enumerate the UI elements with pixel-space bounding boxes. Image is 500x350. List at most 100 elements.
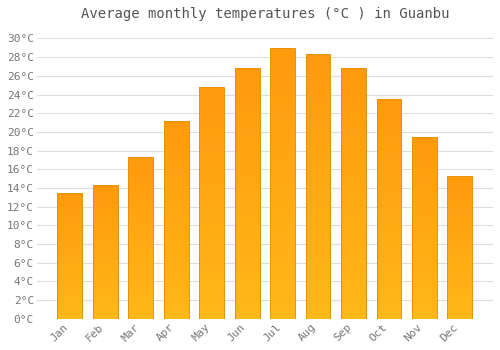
Bar (270, 241, 295, 244)
Bar (270, 119, 295, 122)
Bar (200, 307, 224, 310)
Bar (341, 134, 366, 137)
Bar (93, 240, 118, 242)
Bar (270, 254, 295, 258)
Bar (235, 81, 260, 84)
Bar (341, 121, 366, 125)
Bar (376, 130, 402, 132)
Bar (341, 256, 366, 259)
Bar (306, 54, 330, 319)
Bar (341, 266, 366, 269)
Bar (448, 190, 472, 192)
Bar (235, 300, 260, 303)
Bar (58, 308, 82, 309)
Bar (128, 315, 153, 317)
Bar (376, 297, 402, 300)
Bar (412, 166, 437, 168)
Bar (376, 270, 402, 272)
Bar (448, 180, 472, 181)
Bar (270, 89, 295, 92)
Bar (128, 177, 153, 180)
Bar (270, 122, 295, 126)
Bar (270, 285, 295, 288)
Bar (412, 173, 437, 175)
Bar (93, 286, 118, 287)
Bar (306, 94, 330, 97)
Bar (270, 163, 295, 166)
Bar (448, 206, 472, 208)
Bar (200, 203, 224, 206)
Bar (235, 228, 260, 231)
Bar (58, 287, 82, 289)
Bar (164, 240, 188, 242)
Bar (376, 204, 402, 206)
Bar (58, 201, 82, 202)
Bar (235, 78, 260, 81)
Bar (93, 302, 118, 304)
Bar (58, 270, 82, 272)
Bar (128, 250, 153, 252)
Bar (341, 216, 366, 219)
Bar (128, 157, 153, 319)
Bar (58, 256, 82, 257)
Bar (376, 107, 402, 110)
Bar (341, 219, 366, 222)
Bar (93, 310, 118, 312)
Bar (164, 234, 188, 237)
Bar (270, 272, 295, 275)
Bar (412, 244, 437, 246)
Bar (412, 148, 437, 150)
Bar (235, 93, 260, 97)
Bar (448, 203, 472, 204)
Bar (376, 113, 402, 116)
Bar (448, 238, 472, 240)
Bar (235, 294, 260, 297)
Bar (412, 287, 437, 289)
Bar (58, 294, 82, 295)
Bar (412, 196, 437, 198)
Bar (58, 221, 82, 223)
Bar (376, 179, 402, 182)
Bar (376, 286, 402, 289)
Bar (448, 214, 472, 215)
Bar (93, 292, 118, 294)
Bar (164, 296, 188, 299)
Bar (235, 250, 260, 253)
Bar (93, 299, 118, 301)
Bar (58, 262, 82, 264)
Bar (93, 207, 118, 209)
Bar (376, 275, 402, 278)
Bar (306, 266, 330, 269)
Bar (58, 311, 82, 313)
Bar (200, 301, 224, 304)
Bar (128, 196, 153, 198)
Bar (93, 197, 118, 198)
Bar (128, 270, 153, 272)
Bar (376, 215, 402, 217)
Bar (306, 230, 330, 233)
Bar (341, 178, 366, 181)
Bar (306, 160, 330, 163)
Bar (93, 229, 118, 230)
Bar (270, 204, 295, 207)
Bar (200, 223, 224, 226)
Bar (270, 295, 295, 299)
Bar (306, 68, 330, 71)
Bar (128, 216, 153, 218)
Bar (58, 194, 82, 196)
Bar (376, 264, 402, 267)
Bar (128, 218, 153, 220)
Bar (448, 188, 472, 190)
Bar (306, 107, 330, 111)
Bar (235, 100, 260, 103)
Bar (412, 136, 437, 139)
Bar (93, 198, 118, 200)
Bar (200, 278, 224, 281)
Bar (412, 184, 437, 187)
Bar (164, 222, 188, 225)
Bar (58, 267, 82, 268)
Bar (200, 194, 224, 197)
Bar (412, 241, 437, 244)
Bar (164, 208, 188, 210)
Bar (93, 249, 118, 250)
